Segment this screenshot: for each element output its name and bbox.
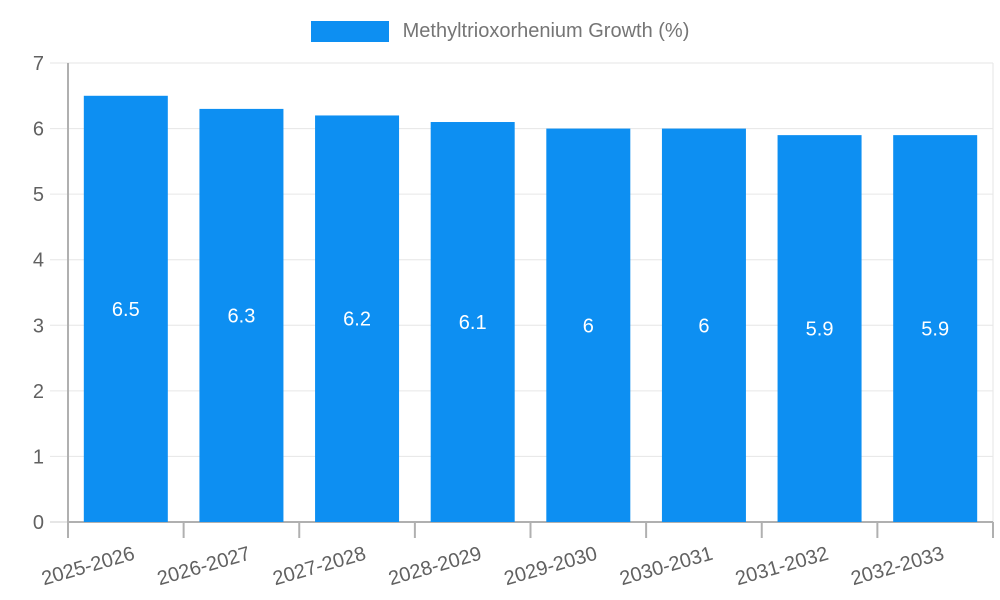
bar-value-label: 5.9 [921,319,949,341]
y-axis-label: 4 [33,250,44,272]
x-axis-label: 2029-2030 [502,543,600,591]
bar-value-label: 6 [698,315,709,337]
x-axis-label: 2030-2031 [617,543,715,591]
bar[interactable] [893,135,978,522]
x-axis-label: 2028-2029 [386,543,484,591]
bar-value-label: 6.5 [112,299,140,321]
y-axis-label: 1 [33,446,44,468]
bar-value-label: 6 [583,315,594,337]
bar[interactable] [430,122,515,522]
bar-value-label: 5.9 [806,319,834,341]
bar-value-label: 6.1 [459,312,487,334]
x-axis-label: 2031-2032 [733,543,831,591]
x-axis-label: 2026-2027 [155,543,253,591]
y-axis-label: 0 [33,512,44,534]
bar-value-label: 6.3 [228,305,256,327]
x-axis-label: 2027-2028 [270,543,368,591]
bar[interactable] [777,135,862,522]
y-axis-label: 5 [33,184,44,206]
bar[interactable] [546,128,631,523]
x-axis-label: 2032-2033 [849,543,947,591]
y-axis-label: 7 [33,53,44,75]
bar[interactable] [661,128,746,523]
bar[interactable] [83,95,168,523]
bar[interactable] [199,108,284,523]
legend-label: Methyltrioxorhenium Growth (%) [402,20,690,42]
y-axis-label: 3 [33,315,44,337]
y-axis-label: 2 [33,381,44,403]
bar[interactable] [315,115,400,522]
x-axis-label: 2025-2026 [39,543,137,591]
bar-value-label: 6.2 [343,309,371,331]
y-axis-label: 6 [33,119,44,141]
legend: Methyltrioxorhenium Growth (%) [0,20,1000,43]
legend-swatch-icon [310,21,389,42]
